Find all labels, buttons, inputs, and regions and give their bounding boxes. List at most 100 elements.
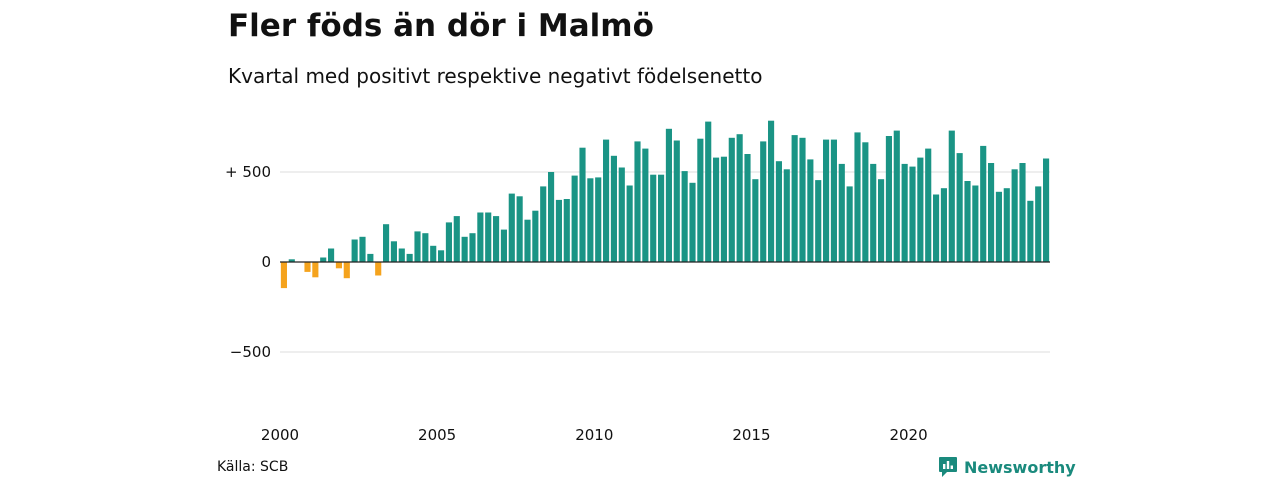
bar-positive: [618, 167, 625, 262]
bar-positive: [720, 156, 727, 262]
bar-positive: [430, 245, 437, 262]
bar-positive: [933, 194, 940, 262]
x-tick-label: 2005: [418, 426, 456, 444]
bar-positive: [383, 224, 390, 262]
bar-positive: [752, 179, 759, 262]
bar-positive: [893, 130, 900, 262]
bar-positive: [461, 236, 468, 262]
bar-positive: [642, 148, 649, 262]
bar-positive: [1019, 163, 1026, 262]
bar-positive: [980, 145, 987, 262]
bar-positive: [940, 188, 947, 262]
bar-positive: [453, 216, 460, 262]
bar-positive: [438, 250, 445, 262]
bar-positive: [524, 219, 531, 262]
bar-positive: [948, 130, 955, 262]
bar-positive: [854, 132, 861, 262]
bar-positive: [760, 141, 767, 262]
bar-positive: [626, 185, 633, 262]
bar-positive: [516, 196, 523, 262]
bar-negative: [375, 262, 382, 276]
brand-name: Newsworthy: [964, 457, 1076, 477]
bar-positive: [830, 139, 837, 262]
bar-positive: [744, 154, 751, 262]
bars: [280, 120, 1050, 289]
y-tick-label: −500: [230, 343, 271, 361]
bar-positive: [728, 137, 735, 262]
bar-positive: [1003, 188, 1010, 262]
brand-logo[interactable]: Newsworthy: [938, 456, 1076, 478]
bar-positive: [995, 191, 1002, 262]
bar-positive: [422, 233, 429, 262]
bar-positive: [925, 148, 932, 262]
bar-positive: [1035, 186, 1042, 262]
bar-positive: [367, 253, 374, 262]
bar-positive: [1027, 200, 1034, 262]
bar-positive: [1011, 169, 1018, 262]
bar-negative: [312, 262, 319, 278]
x-tick-label: 2010: [575, 426, 613, 444]
bar-positive: [697, 138, 704, 262]
bar-negative: [343, 262, 350, 279]
bar-positive: [901, 163, 908, 262]
source-note: Källa: SCB: [217, 459, 289, 475]
bar-positive: [485, 212, 492, 262]
bar-positive: [548, 172, 555, 262]
bar-positive: [736, 134, 743, 262]
bar-positive: [563, 199, 570, 262]
bar-positive: [414, 231, 421, 262]
bar-positive: [862, 142, 869, 262]
bar-positive: [634, 141, 641, 262]
chart-subtitle: Kvartal med positivt respektive negativt…: [228, 64, 763, 88]
bar-positive: [878, 179, 885, 262]
bar-positive: [807, 159, 814, 262]
bar-positive: [673, 140, 680, 262]
bar-positive: [791, 135, 798, 262]
x-axis-ticks: 2000 2005 2010 2015 2020: [261, 426, 928, 444]
bar-negative: [304, 262, 311, 272]
bar-positive: [555, 199, 562, 262]
chart-title: Fler föds än dör i Malmö: [228, 8, 654, 44]
bar-positive: [500, 229, 507, 262]
bar-positive: [713, 157, 720, 262]
bar-positive: [964, 181, 971, 262]
bar-positive: [988, 163, 995, 262]
bar-positive: [603, 139, 610, 262]
bar-positive: [508, 193, 515, 262]
bar-positive: [351, 239, 358, 262]
bar-positive: [799, 137, 806, 262]
bar-positive: [1043, 158, 1050, 262]
bar-positive: [838, 163, 845, 262]
bar-positive: [885, 136, 892, 262]
bar-positive: [469, 233, 476, 262]
bar-positive: [398, 248, 405, 262]
bar-positive: [571, 175, 578, 262]
bar-positive: [328, 248, 335, 262]
bar-positive: [972, 185, 979, 262]
y-tick-label: 0: [261, 253, 271, 271]
y-axis-ticks: + 500 0 −500: [225, 163, 271, 361]
bar-positive: [359, 236, 366, 262]
bar-positive: [532, 210, 539, 262]
y-tick-label: + 500: [225, 163, 271, 181]
bar-positive: [288, 259, 295, 262]
bar-positive: [390, 241, 397, 262]
bar-positive: [705, 121, 712, 262]
bar-negative: [335, 262, 342, 269]
bar-positive: [846, 186, 853, 262]
bar-positive: [665, 128, 672, 262]
bar-positive: [595, 177, 602, 262]
bar-positive: [870, 163, 877, 262]
bar-positive: [689, 182, 696, 262]
bar-positive: [917, 157, 924, 262]
x-tick-label: 2000: [261, 426, 299, 444]
bar-positive: [681, 171, 688, 262]
bar-positive: [579, 147, 586, 262]
x-tick-label: 2015: [732, 426, 770, 444]
bar-positive: [768, 120, 775, 262]
bar-chart-speech-bubble-icon: [939, 457, 957, 477]
bar-negative: [280, 262, 287, 289]
bar-positive: [815, 180, 822, 262]
bar-positive: [320, 257, 327, 262]
bar-positive: [650, 174, 657, 262]
